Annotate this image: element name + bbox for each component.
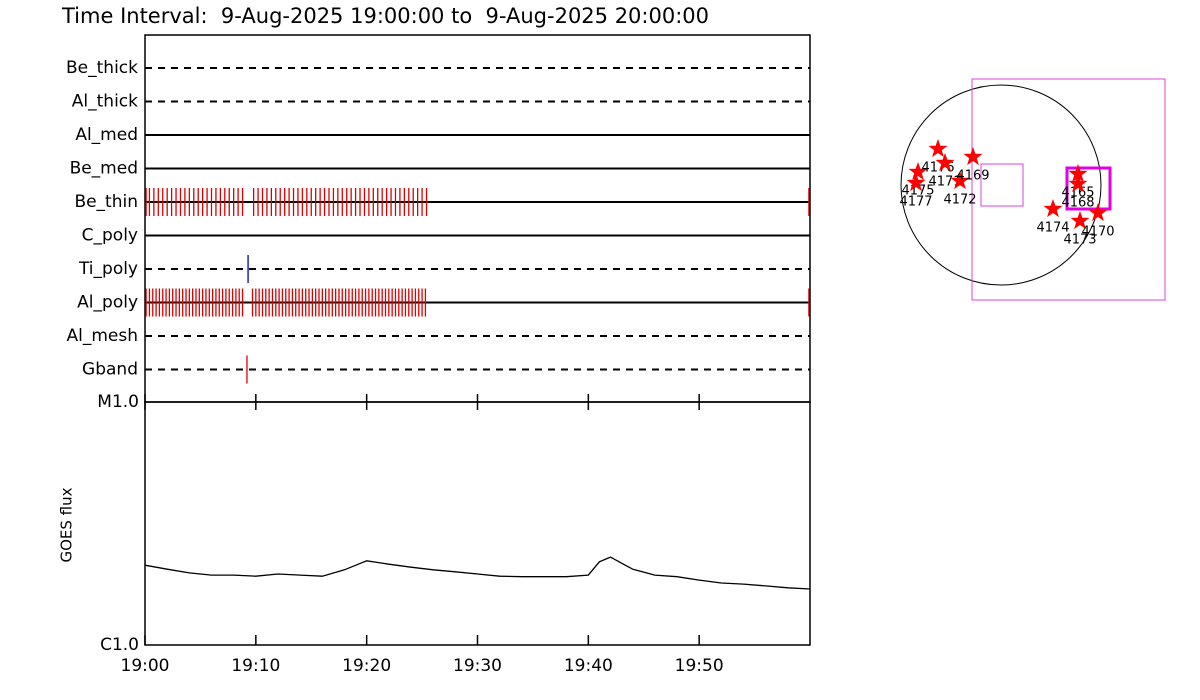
chart-title: Time Interval: 9-Aug-2025 19:00:00 to 9-…	[61, 4, 709, 28]
row-label: Gband	[82, 360, 138, 380]
goes-frame	[144, 401, 811, 646]
fov-box	[1065, 166, 1112, 211]
region-label: 4170	[1081, 225, 1114, 240]
region-star	[1068, 174, 1088, 193]
region-star	[950, 171, 970, 190]
region-star	[963, 147, 983, 166]
row-label: Al_mesh	[66, 326, 138, 346]
timeline-frame	[144, 34, 811, 403]
region-star	[928, 139, 948, 158]
region-label: 4177	[899, 195, 932, 210]
region-label: 4168	[1061, 196, 1094, 211]
region-star	[935, 153, 955, 172]
row-label: Al_med	[75, 125, 138, 145]
fov-box	[980, 163, 1024, 207]
row-label: C_poly	[82, 226, 138, 246]
row-label: Be_thick	[66, 58, 138, 78]
region-star	[1088, 203, 1108, 222]
x-tick-label: 19:20	[342, 656, 391, 676]
region-label: 4172	[943, 193, 976, 208]
region-star	[908, 162, 928, 181]
row-label: Be_med	[70, 159, 138, 179]
x-tick-label: 19:10	[231, 656, 280, 676]
region-label: 4173	[1063, 233, 1096, 248]
region-label: 4165	[1061, 186, 1094, 201]
region-label: 4169	[956, 169, 989, 184]
region-label: 4174	[1036, 221, 1069, 236]
x-tick-label: 19:40	[564, 656, 613, 676]
row-label: Ti_poly	[78, 259, 138, 279]
x-tick-label: 19:50	[675, 656, 724, 676]
y-tick-label: M1.0	[97, 392, 139, 412]
solar-disk	[900, 84, 1102, 286]
region-star	[1070, 211, 1090, 230]
fov-box	[971, 78, 1166, 301]
x-tick-label: 19:00	[121, 656, 170, 676]
region-star	[906, 173, 926, 192]
row-label: Be_thin	[74, 192, 138, 212]
flux-line	[144, 556, 811, 590]
region-star	[1043, 199, 1063, 218]
row-label: Al_poly	[77, 293, 138, 313]
x-tick-label: 19:30	[453, 656, 502, 676]
region-label: 4175	[901, 184, 934, 199]
y-tick-label: C1.0	[100, 635, 139, 655]
y-axis-label: GOES flux	[58, 487, 76, 562]
row-label: Al_thick	[72, 92, 138, 112]
region-star	[1068, 164, 1088, 183]
